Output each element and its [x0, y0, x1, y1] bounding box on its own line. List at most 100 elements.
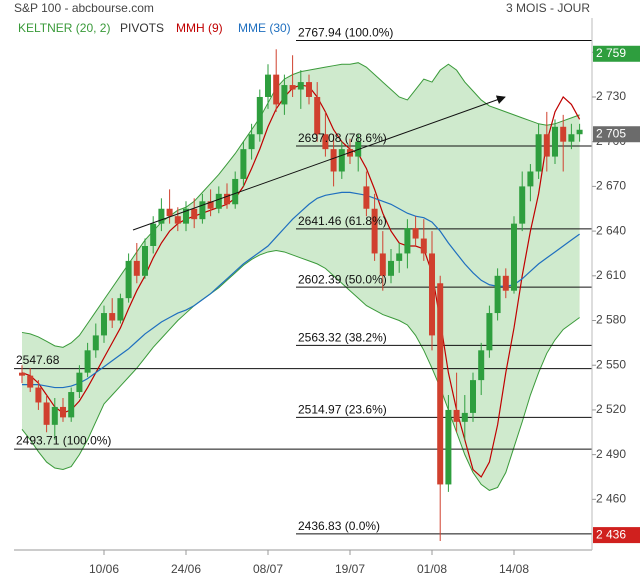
candle-body: [519, 186, 526, 224]
candle-body: [158, 208, 165, 224]
fib-label: 2767.94 (100.0%): [298, 26, 393, 40]
fib-label: 2514.97 (23.6%): [298, 403, 387, 417]
candle-body: [19, 372, 25, 376]
candle-body: [240, 149, 247, 179]
legend-mmh: MMH (9): [176, 21, 223, 35]
candle-body: [125, 260, 132, 299]
candle-body: [150, 223, 157, 246]
candle-body: [191, 208, 198, 220]
y-tick-label: 2 640: [596, 223, 626, 237]
candle-body: [502, 275, 509, 291]
y-tick-label: 2 460: [596, 492, 626, 506]
candle-body: [412, 228, 419, 239]
candle-body: [363, 186, 370, 209]
candle-body: [543, 134, 550, 157]
y-tick-label: 2 730: [596, 89, 626, 103]
price-tag-label: 2 705: [596, 126, 626, 140]
y-tick-label: 2 490: [596, 447, 626, 461]
y-tick-label: 2 580: [596, 313, 626, 327]
price-tag-label: 2 759: [596, 46, 626, 60]
candle-body: [396, 253, 403, 261]
fib-label: 2563.32 (38.2%): [298, 331, 387, 345]
candle-body: [133, 260, 140, 276]
candle-body: [265, 74, 271, 97]
candle-body: [322, 134, 329, 150]
candle-body: [215, 193, 222, 209]
candle-body: [486, 313, 493, 351]
level-label: 2547.68: [16, 353, 60, 367]
candle-body: [43, 402, 50, 425]
candle-body: [420, 238, 427, 254]
candle-body: [207, 201, 214, 209]
legend-mme: MME (30): [238, 21, 291, 35]
candle-body: [445, 409, 452, 485]
x-tick-label: 10/06: [89, 562, 119, 576]
candle-body: [461, 412, 468, 422]
price-tag: [593, 126, 640, 143]
y-tick-label: 2 610: [596, 268, 626, 282]
candle-body: [109, 313, 116, 321]
candle-body: [306, 82, 312, 97]
candle-body: [379, 253, 386, 276]
candle-body: [166, 208, 173, 217]
level-label: 2493.71 (100.0%): [16, 433, 111, 447]
candle-body: [404, 228, 411, 254]
candle-body: [60, 406, 66, 418]
price-tag: [593, 45, 640, 62]
candle-body: [281, 85, 288, 105]
candle-body: [232, 178, 239, 205]
x-tick-label: 24/06: [171, 562, 201, 576]
candle-body: [478, 350, 485, 381]
candle-body: [51, 406, 58, 425]
fib-label: 2602.39 (50.0%): [298, 272, 387, 286]
candle-body: [273, 74, 280, 105]
trend-arrow: [132, 95, 506, 231]
y-tick-label: 2 550: [596, 357, 626, 371]
price-tag-label: 2 436: [596, 527, 626, 541]
candle-body: [142, 246, 148, 276]
candle-body: [224, 193, 230, 205]
candle-body: [330, 149, 337, 172]
x-tick-label: 14/08: [499, 562, 529, 576]
keltner-lower: [21, 249, 580, 491]
candle-body: [256, 96, 263, 135]
candle-body: [388, 260, 394, 276]
candle-body: [76, 372, 83, 393]
candle-body: [174, 216, 181, 224]
candle-body: [27, 375, 34, 388]
candle-body: [437, 283, 444, 485]
fib-label: 2436.83 (0.0%): [298, 519, 380, 533]
x-tick-label: 08/07: [253, 562, 283, 576]
candle-body: [199, 201, 206, 220]
candle-body: [371, 208, 378, 254]
candle-body: [289, 85, 296, 90]
plot-area: [14, 39, 592, 542]
candle-body: [560, 126, 567, 142]
candle-body: [576, 129, 583, 135]
candle-body: [117, 298, 124, 321]
ma-line: [22, 191, 580, 389]
candle-body: [552, 126, 558, 157]
candle-body: [101, 313, 107, 336]
candle-body: [527, 171, 534, 187]
candle-body: [535, 134, 542, 172]
y-tick-label: 2 670: [596, 179, 626, 193]
candle-body: [92, 335, 99, 351]
candle-body: [470, 380, 476, 413]
chart-subtitle: 3 MOIS - JOUR: [506, 1, 590, 15]
candle-body: [248, 134, 255, 150]
candle-body: [183, 208, 189, 224]
candle-body: [35, 387, 42, 403]
price-tag: [593, 527, 640, 544]
y-tick-label: 2 520: [596, 402, 626, 416]
fib-label: 2641.46 (61.8%): [298, 214, 387, 228]
x-tick-label: 19/07: [335, 562, 365, 576]
candle-body: [84, 350, 91, 373]
fib-label: 2697.08 (78.6%): [298, 131, 387, 145]
candle-body: [314, 96, 321, 135]
candle-body: [494, 275, 501, 314]
candle-body: [429, 253, 435, 336]
legend-pivots: PIVOTS: [120, 21, 164, 35]
candle-body: [511, 223, 517, 291]
